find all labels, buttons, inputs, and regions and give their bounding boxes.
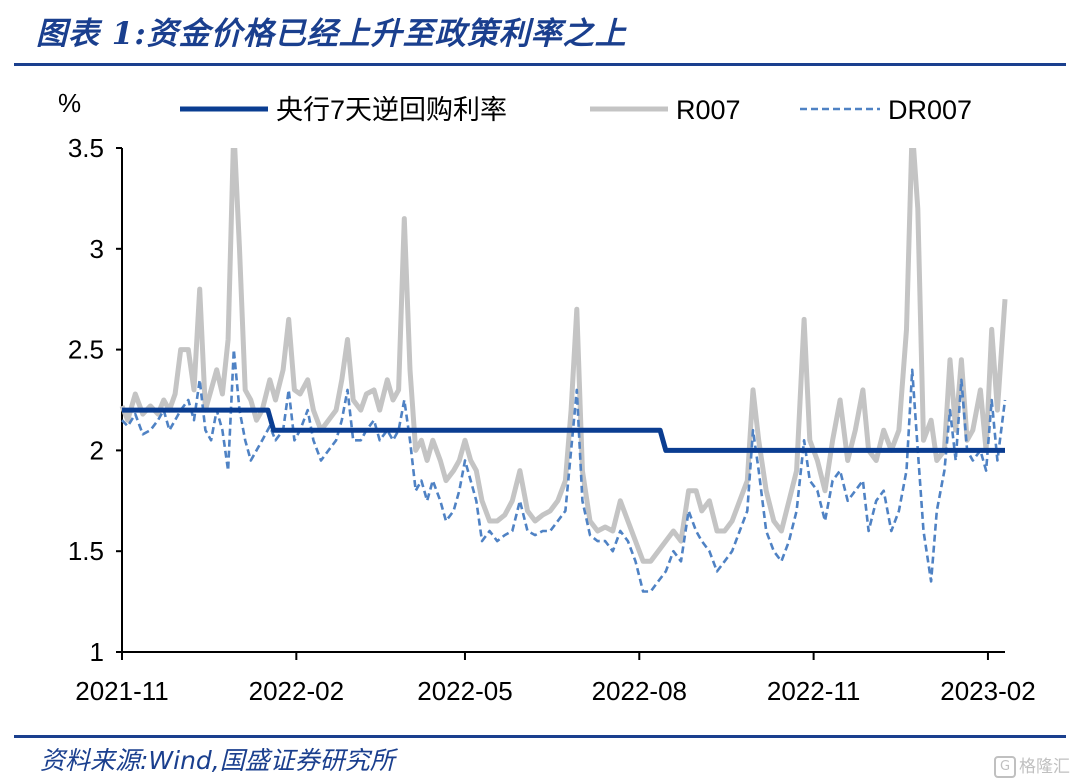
x-tick-label: 2021-11 (75, 676, 169, 706)
x-tick-label: 2022-05 (417, 676, 512, 706)
chart-series (119, 68, 1016, 593)
series-line-DR007 (121, 348, 1007, 593)
footer-rule (14, 735, 1066, 738)
title-rule (14, 63, 1066, 66)
legend-label-DR007: DR007 (888, 95, 972, 125)
y-tick-label: 1.5 (68, 536, 104, 566)
y-tick-label: 3 (90, 234, 104, 264)
chart-legend: 央行7天逆回购利率 R007 DR007 (180, 95, 972, 125)
chart-axes: % 1 1.5 2 2.5 3 3.5 2021-11 2022-02 2022-05 2022-0… (58, 88, 1036, 706)
legend-label-R007: R007 (676, 95, 741, 125)
line-chart: % 1 1.5 2 2.5 3 3.5 2021-11 2022-02 2022-05 2022-0… (58, 68, 1036, 706)
y-tick-label: 2 (90, 435, 104, 465)
y-axis-unit: % (58, 88, 81, 118)
y-tick-label: 3.5 (68, 133, 104, 163)
figure-title: 图表 1:资金价格已经上升至政策利率之上 (36, 16, 627, 52)
legend-label-央行7天逆回购利率: 央行7天逆回购利率 (276, 95, 507, 125)
glh-logo-icon: G (994, 756, 1016, 778)
x-tick-label: 2022-02 (249, 676, 344, 706)
watermark-text: 格隆汇 (1019, 757, 1070, 777)
source-note: 资料来源:Wind,国盛证券研究所 (40, 746, 395, 775)
x-tick-label: 2022-08 (592, 676, 687, 706)
series-line-R007 (119, 125, 1008, 564)
y-tick-label: 2.5 (68, 335, 104, 365)
x-tick-label: 2022-11 (767, 676, 861, 706)
series-line-央行7天逆回购利率 (122, 407, 1005, 453)
x-tick-label: 2023-02 (940, 676, 1035, 706)
y-tick-label: 1 (90, 637, 104, 667)
watermark: G 格隆汇 (994, 752, 1070, 778)
